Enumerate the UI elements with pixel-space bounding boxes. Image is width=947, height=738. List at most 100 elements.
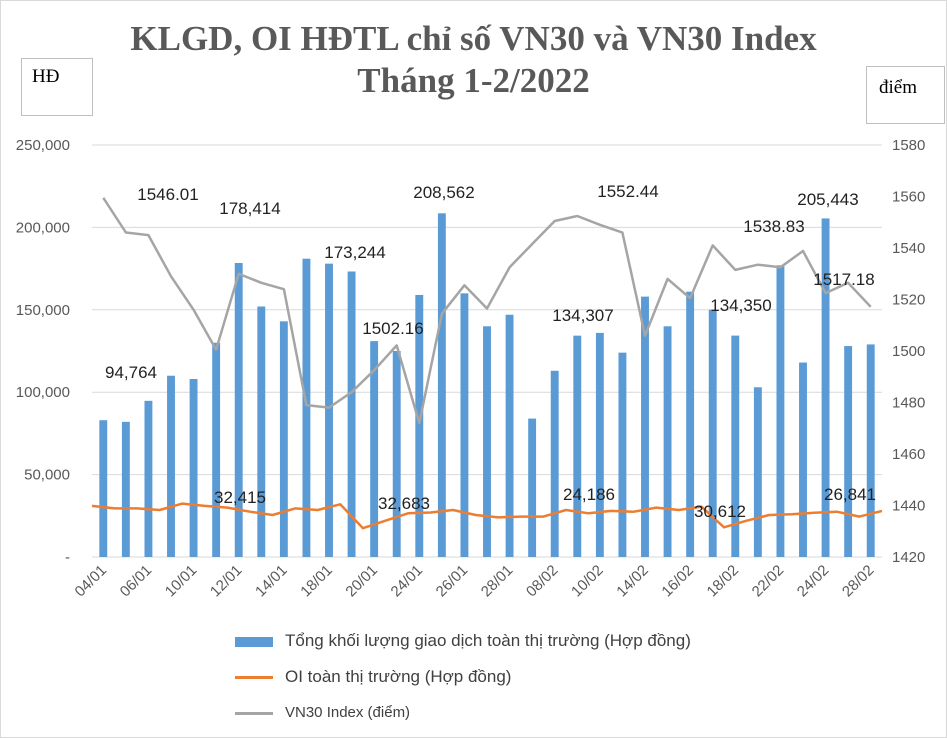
x-tick-label: 20/01 [342,562,381,601]
data-label: 94,764 [105,363,157,382]
data-label: 1502.16 [362,319,423,338]
x-tick-label: 26/01 [433,562,472,601]
oi-line [91,502,883,530]
volume-bar [573,335,582,557]
data-label: 1517.18 [813,270,874,289]
volume-bar [550,370,559,557]
data-label: 134,350 [710,296,771,315]
volume-bar [257,306,266,557]
volume-bar [686,291,695,557]
volume-bar [212,342,221,557]
y-right-tick-label: 1520 [892,292,925,309]
chart-title: KLGD, OI HĐTL chỉ số VN30 và VN30 Index … [0,18,947,102]
volume-bar [144,400,153,557]
legend-item-oi: OI toàn thị trường (Hợp đồng) [235,667,511,687]
legend-label-vn30: VN30 Index (điểm) [285,704,411,721]
data-label: 30,612 [694,502,746,521]
x-tick-label: 28/01 [478,562,517,601]
data-label: 205,443 [797,190,858,209]
volume-bar [641,296,649,557]
x-tick-label: 24/01 [388,562,427,601]
y-right-tick-label: 1420 [892,549,925,566]
volume-bar [392,351,401,557]
legend-bar-swatch [235,636,273,647]
data-label: 32,683 [378,494,430,513]
data-label: 173,244 [324,243,385,262]
volume-bar [708,309,717,557]
x-tick-label: 04/01 [72,562,111,601]
volume-bar [325,263,333,557]
data-label: 26,841 [824,485,876,504]
legend-line-swatch [235,711,273,715]
x-tick-label: 22/02 [749,562,788,601]
x-tick-label: 10/01 [162,562,201,601]
y-left-tick-label: 150,000 [16,302,70,319]
x-tick-label: 08/02 [523,562,562,601]
data-label: 32,415 [214,488,266,507]
volume-bar [866,344,875,557]
y-left-tick-label: - [65,549,70,566]
x-tick-label: 16/02 [658,562,697,601]
y-left-tick-label: 100,000 [16,384,70,401]
y-right-tick-label: 1480 [892,395,925,412]
volume-bar [799,362,807,557]
y-left-tick-label: 50,000 [24,467,70,484]
data-label: 208,562 [413,183,474,202]
y-right-tick-label: 1540 [892,240,925,257]
volume-bar [189,379,198,557]
x-tick-label: 14/02 [613,562,652,601]
volume-bar [234,262,243,557]
y-left-tick-label: 200,000 [16,219,70,236]
volume-bar [302,258,311,557]
legend-label-oi: OI toàn thị trường (Hợp đồng) [285,667,512,686]
volume-bar [776,265,785,557]
legend-item-vn30: VN30 Index (điểm) [235,704,410,721]
legend-label-volume: Tổng khối lượng giao dịch toàn thị trườn… [285,631,691,650]
x-tick-label: 10/02 [568,562,607,601]
y-right-tick-label: 1440 [892,498,925,515]
volume-bar [483,326,491,557]
volume-bar [415,294,424,557]
right-axis-unit-label: điểm [866,66,945,124]
x-tick-label: 14/01 [252,562,291,601]
volume-bar [437,213,446,557]
volume-bar [663,326,672,557]
data-label: 1546.01 [137,185,198,204]
y-left-tick-label: 250,000 [16,137,70,154]
x-tick-label: 28/02 [839,562,878,601]
left-axis-unit-label: HĐ [21,58,93,116]
x-tick-label: 06/01 [117,562,156,601]
volume-bar [528,418,537,557]
y-right-tick-label: 1460 [892,446,925,463]
volume-bar [347,271,356,557]
data-label: 178,414 [219,199,280,218]
vn30-index-line [102,197,872,425]
volume-bar [121,421,130,557]
volume-bar [279,321,288,557]
volume-bar [731,335,740,557]
volume-bar [844,346,853,557]
volume-bar [167,375,175,557]
data-label: 1552.44 [597,182,658,201]
volume-bar [370,341,379,557]
y-right-tick-label: 1580 [892,137,925,154]
legend-line-swatch [235,676,273,680]
volume-bar [821,218,830,557]
volume-bar [753,387,762,557]
y-right-tick-label: 1560 [892,189,925,206]
volume-bar [595,332,604,557]
chart-title-line-1: KLGD, OI HĐTL chỉ số VN30 và VN30 Index [130,19,817,58]
data-label: 134,307 [552,306,613,325]
x-tick-label: 12/01 [207,562,246,601]
volume-bar [99,420,108,557]
data-label: 24,186 [563,485,615,504]
x-tick-label: 18/01 [297,562,336,601]
volume-bar [460,293,469,557]
legend-item-volume: Tổng khối lượng giao dịch toàn thị trườn… [235,631,691,651]
data-label: 1538.83 [743,217,804,236]
volume-bar [618,352,627,557]
x-tick-label: 24/02 [794,562,833,601]
volume-bar [505,314,514,557]
chart-title-line-2: Tháng 1-2/2022 [357,61,590,100]
